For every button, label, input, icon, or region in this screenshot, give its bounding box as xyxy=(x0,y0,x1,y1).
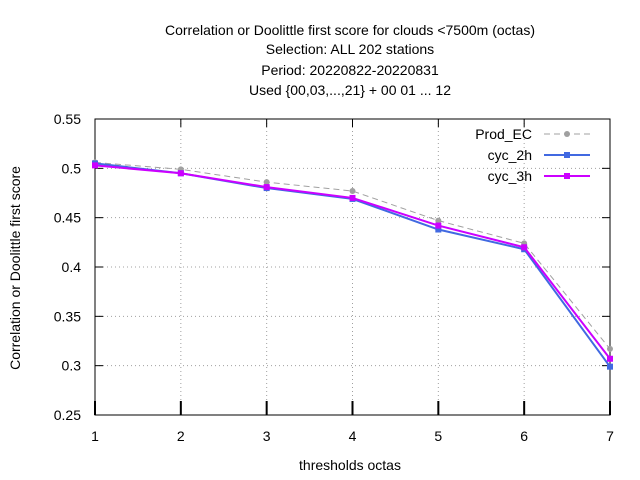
y-tick-label: 0.45 xyxy=(54,210,81,226)
legend-marker xyxy=(564,173,570,179)
x-tick-label: 3 xyxy=(263,428,271,444)
grid xyxy=(95,119,610,415)
x-tick-label: 5 xyxy=(434,428,442,444)
title-line-1: Correlation or Doolittle first score for… xyxy=(165,22,535,38)
data-point xyxy=(263,184,270,191)
series-cyc-3h xyxy=(92,162,613,362)
data-point xyxy=(349,194,356,201)
data-point xyxy=(521,244,528,251)
y-tick-label: 0.25 xyxy=(54,407,81,423)
x-tick-label: 6 xyxy=(520,428,528,444)
y-tick-label: 0.5 xyxy=(62,160,82,176)
data-point xyxy=(607,363,613,370)
legend-marker xyxy=(564,131,570,137)
data-point xyxy=(607,355,613,362)
x-tick-label: 1 xyxy=(91,428,99,444)
data-point xyxy=(177,170,184,177)
x-tick-label: 4 xyxy=(349,428,357,444)
series-layer xyxy=(92,159,613,370)
chart-title: Correlation or Doolittle first score for… xyxy=(165,22,535,98)
title-line-2: Selection: ALL 202 stations xyxy=(266,41,434,57)
x-tick-label: 7 xyxy=(606,428,614,444)
legend-label: Prod_EC xyxy=(475,126,532,142)
legend-label: cyc_2h xyxy=(488,147,532,163)
y-axis-label: Correlation or Doolittle first score xyxy=(7,166,23,370)
data-point xyxy=(349,188,356,195)
y-tick-label: 0.3 xyxy=(62,358,82,374)
data-point xyxy=(435,226,442,233)
plot-frame xyxy=(94,118,611,416)
title-line-4: Used {00,03,...,21} + 00 01 ... 12 xyxy=(249,82,451,98)
x-axis-label: thresholds octas xyxy=(299,457,401,473)
data-point xyxy=(263,179,270,186)
legend-label: cyc_3h xyxy=(488,168,532,184)
legend-marker xyxy=(564,152,570,158)
data-point xyxy=(435,222,442,229)
y-tick-label: 0.35 xyxy=(54,308,81,324)
axes: 0.25 0.3 0.35 0.4 0.45 0.5 0.55 1 2 3 4 5 6 7 xyxy=(54,111,614,444)
data-point xyxy=(435,217,442,224)
data-point xyxy=(607,345,613,352)
data-point xyxy=(92,162,98,169)
title-line-3: Period: 20220822-20220831 xyxy=(261,62,439,78)
x-tick-label: 2 xyxy=(177,428,185,444)
legend: Prod_EC cyc_2h cyc_3h xyxy=(475,126,590,184)
y-tick-label: 0.4 xyxy=(62,259,82,275)
y-tick-label: 0.55 xyxy=(54,111,81,127)
